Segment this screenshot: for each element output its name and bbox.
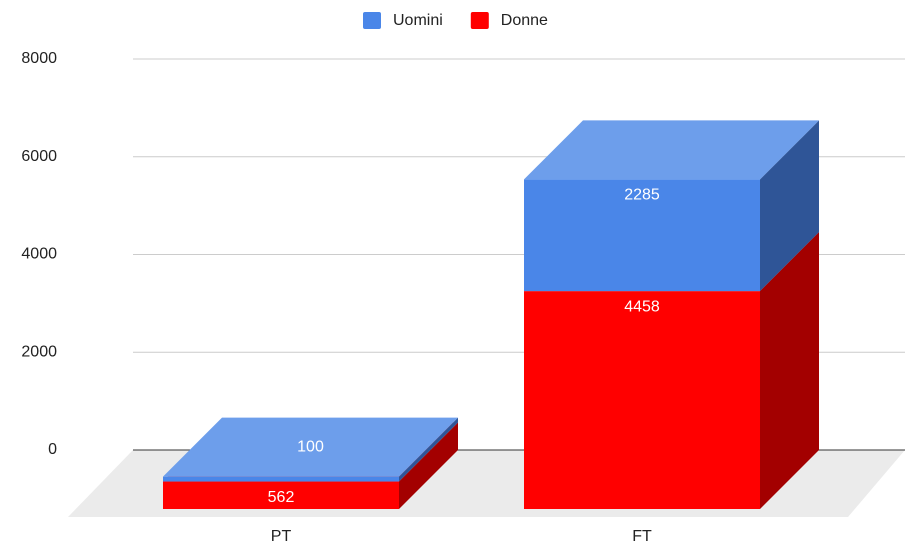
legend-label: Donne (501, 12, 548, 29)
y-tick-label: 0 (48, 441, 57, 458)
y-tick-label: 2000 (21, 343, 57, 360)
bar-front (524, 291, 760, 509)
legend-swatch (363, 12, 381, 29)
bar-top (163, 417, 458, 477)
bar-front (163, 481, 399, 509)
x-tick-label: FT (632, 528, 652, 545)
bar-front (524, 179, 760, 292)
bar-side (760, 232, 819, 510)
value-label: 562 (268, 489, 295, 506)
bar-top (524, 120, 819, 180)
legend-label: Uomini (393, 12, 443, 29)
bar-side (399, 422, 458, 509)
value-label: 100 (297, 438, 324, 455)
x-tick-label: PT (271, 528, 292, 545)
bar-front (163, 476, 399, 482)
bar-side (760, 120, 819, 292)
y-tick-label: 4000 (21, 246, 57, 263)
bar-side (399, 417, 458, 482)
y-tick-label: 8000 (21, 50, 57, 67)
value-label: 4458 (624, 298, 660, 315)
y-tick-label: 6000 (21, 148, 57, 165)
legend-swatch (470, 12, 489, 29)
value-label: 2285 (624, 187, 660, 204)
